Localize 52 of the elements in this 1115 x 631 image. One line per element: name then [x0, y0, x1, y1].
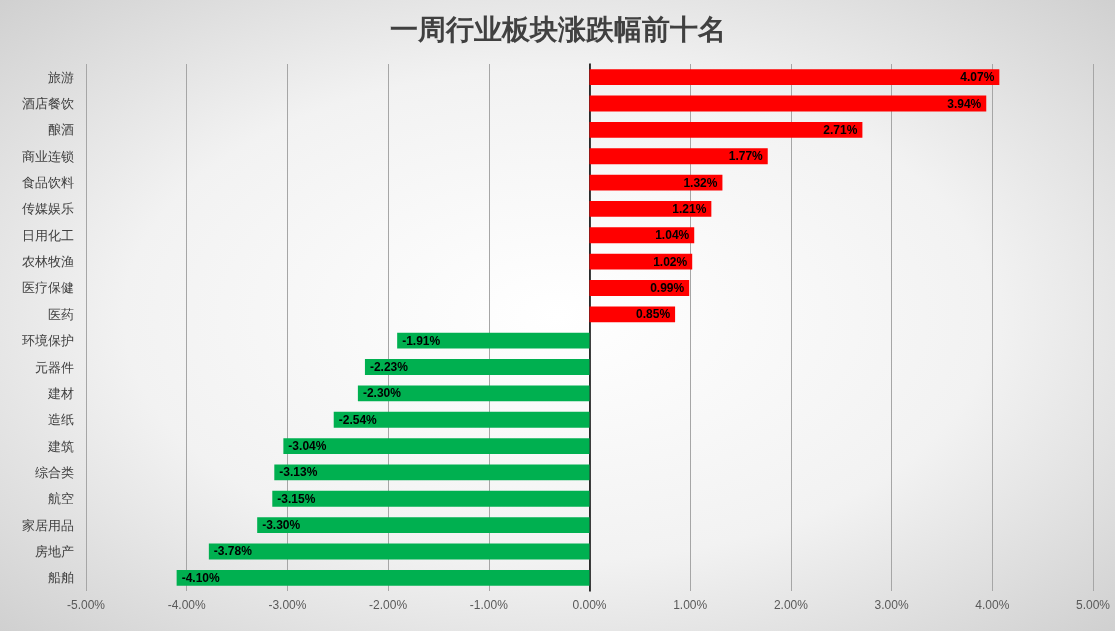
x-tick-label: 1.00% [673, 598, 708, 612]
x-tick-label: 5.00% [1075, 598, 1111, 612]
x-tick-label: -3.00% [268, 598, 307, 612]
y-tick-label: 造纸 [48, 412, 74, 428]
y-tick-label: 航空 [48, 491, 74, 507]
data-label: 1.02% [653, 254, 688, 269]
y-tick-label: 建材 [47, 385, 74, 401]
x-tick-label: -4.00% [167, 598, 207, 612]
x-tick-label: 0.00% [572, 598, 607, 612]
y-tick-label: 日用化工 [22, 227, 74, 243]
data-label: -3.30% [262, 518, 301, 533]
data-label: -1.91% [402, 333, 441, 348]
x-tick-label: -2.00% [369, 598, 408, 612]
data-label: 1.21% [672, 201, 707, 216]
y-tick-label: 食品饮料 [22, 175, 74, 191]
x-tick-label: 3.00% [874, 598, 909, 612]
data-label: -2.23% [369, 360, 409, 375]
x-tick-label: -5.00% [66, 598, 106, 612]
y-tick-label: 医疗保健 [22, 280, 74, 296]
x-tick-label: 2.00% [773, 598, 809, 612]
x-tick-label: -1.00% [469, 598, 509, 612]
y-tick-label: 酿酒 [48, 122, 74, 138]
y-tick-label: 家居用品 [22, 517, 74, 533]
chart-title: 一周行业板块涨跌幅前十名 [389, 13, 726, 45]
y-tick-label: 酒店餐饮 [22, 96, 74, 112]
data-label: 2.71% [823, 122, 858, 137]
data-label: -2.30% [362, 386, 402, 401]
y-tick-label: 房地产 [35, 543, 74, 559]
y-tick-label: 商业连锁 [22, 148, 74, 164]
y-tick-label: 综合类 [35, 464, 74, 480]
y-tick-label: 元器件 [35, 359, 74, 375]
y-tick-label: 医药 [48, 306, 74, 322]
y-tick-label: 环境保护 [22, 333, 74, 349]
data-label: -2.54% [338, 412, 378, 427]
data-label: -3.78% [213, 544, 253, 559]
data-label: -3.04% [288, 439, 327, 454]
data-label: 3.94% [947, 96, 982, 111]
y-tick-label: 传媒娱乐 [22, 201, 74, 217]
data-label: 1.77% [728, 149, 764, 164]
y-tick-label: 农林牧渔 [22, 254, 74, 270]
data-label: 0.85% [636, 307, 671, 322]
y-tick-label: 船舶 [48, 570, 74, 586]
y-tick-label: 旅游 [48, 69, 74, 85]
data-label: 1.32% [683, 175, 718, 190]
y-tick-label: 建筑 [47, 438, 74, 454]
data-label: -3.13% [279, 465, 318, 480]
data-label: 1.04% [655, 228, 690, 243]
data-label: 4.07% [960, 70, 995, 85]
data-label: -4.10% [181, 570, 220, 585]
data-label: 0.99% [650, 280, 685, 295]
data-label: -3.15% [277, 491, 316, 506]
x-tick-label: 4.00% [975, 598, 1010, 612]
